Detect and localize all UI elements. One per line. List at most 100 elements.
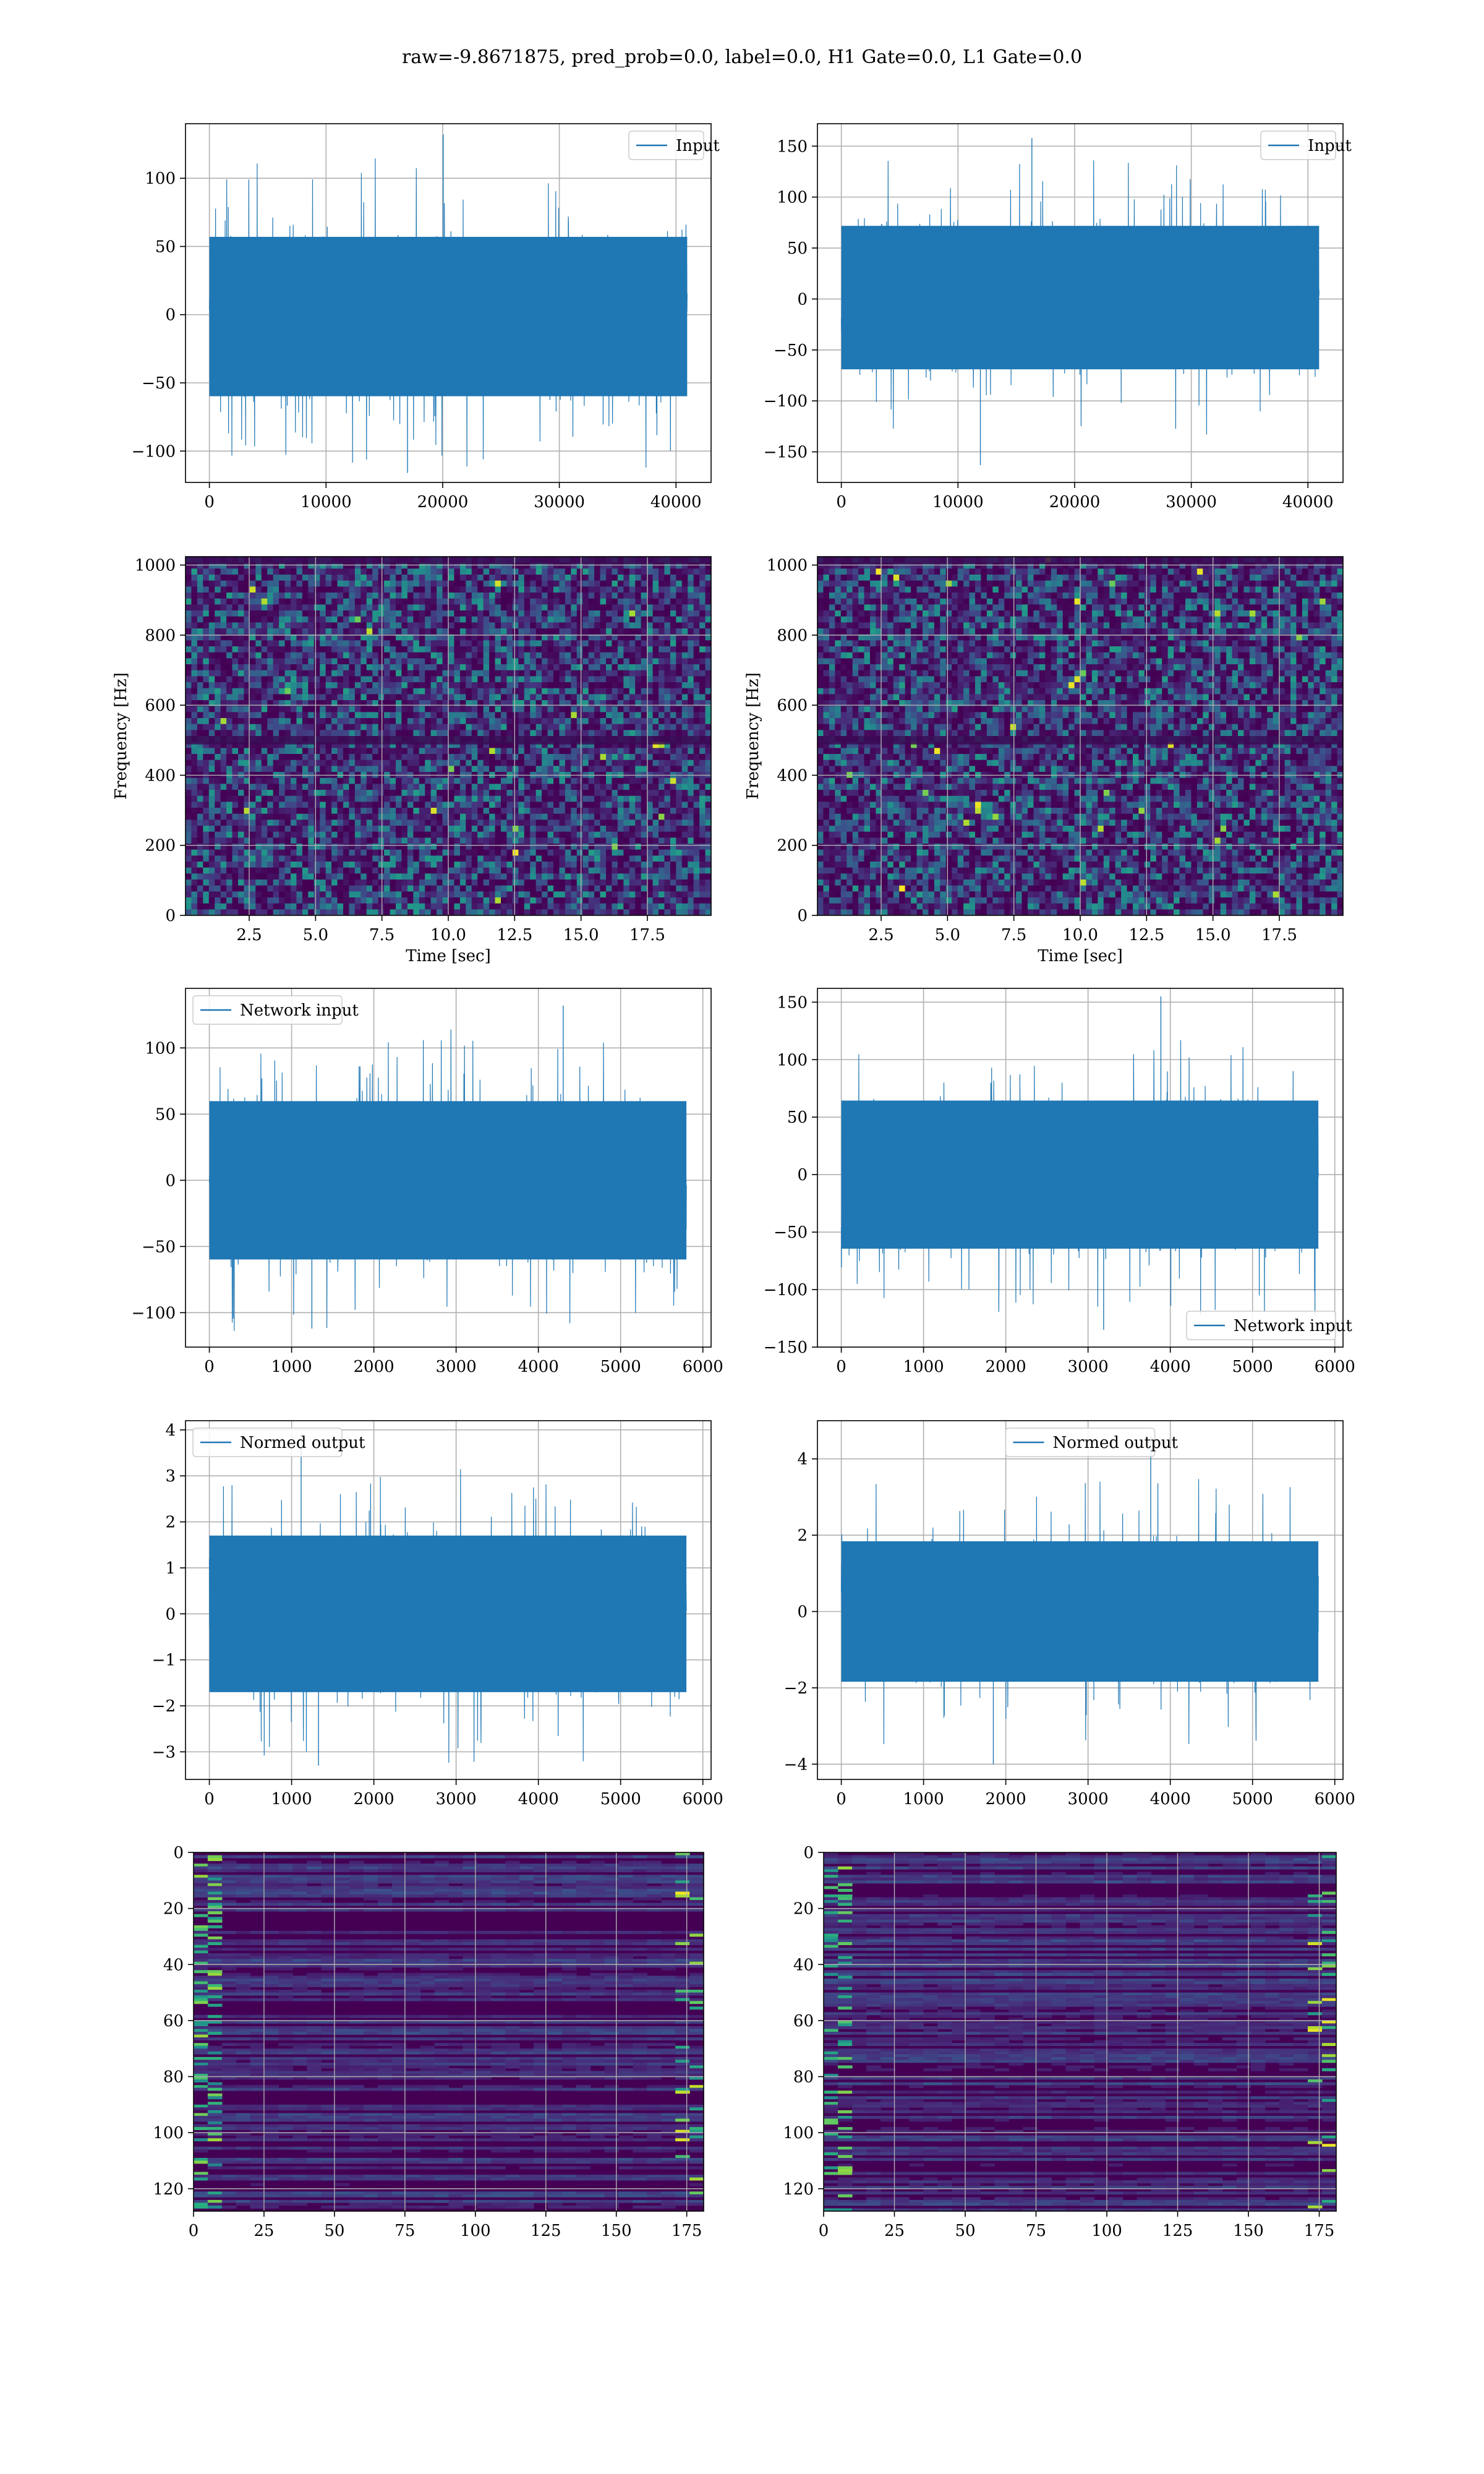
heatmap-cell xyxy=(203,652,210,659)
heatmap-cell xyxy=(576,855,583,862)
heatmap-cell xyxy=(261,903,268,910)
heatmap-cell xyxy=(238,790,245,797)
heatmap-cell xyxy=(320,622,326,629)
heatmap-cell xyxy=(396,873,403,880)
heatmap-cell xyxy=(612,784,618,790)
heatmap-cell xyxy=(208,885,215,892)
heatmap-cell xyxy=(606,706,613,713)
heatmap-cell xyxy=(600,664,607,671)
heatmap-cell xyxy=(208,849,215,856)
heatmap-cell xyxy=(249,909,256,915)
heatmap-cell xyxy=(477,795,484,802)
heatmap-cell xyxy=(186,700,192,707)
heatmap-cell xyxy=(576,795,583,802)
heatmap-cell xyxy=(459,748,466,755)
heatmap-cell xyxy=(378,568,385,575)
heatmap-cell xyxy=(337,795,344,802)
heatmap-cell xyxy=(512,724,519,730)
heatmap-cell xyxy=(208,867,215,874)
heatmap-cell xyxy=(349,706,356,713)
heatmap-cell xyxy=(547,616,554,623)
heatmap-cell xyxy=(313,849,320,856)
heatmap-cell xyxy=(512,813,519,820)
heatmap-cell xyxy=(349,826,356,833)
heatmap-cell xyxy=(553,646,560,653)
heatmap-cell xyxy=(448,742,455,748)
heatmap-cell xyxy=(641,700,647,707)
heatmap-cell xyxy=(302,795,309,802)
heatmap-cell xyxy=(430,676,437,683)
heatmap-cell xyxy=(255,575,262,581)
heatmap-cell xyxy=(302,670,309,677)
heatmap-cell xyxy=(390,873,396,880)
heatmap-cell xyxy=(425,849,432,856)
heatmap-cell xyxy=(284,760,291,766)
heatmap-cell xyxy=(641,568,647,575)
heatmap-cell xyxy=(337,575,344,581)
heatmap-cell xyxy=(197,790,203,797)
heatmap-cell xyxy=(647,813,654,820)
heatmap-cell xyxy=(343,646,350,653)
heatmap-cell xyxy=(547,748,554,755)
heatmap-cell xyxy=(349,837,356,844)
heatmap-cell xyxy=(220,826,227,833)
heatmap-cell xyxy=(419,575,425,581)
heatmap-cell xyxy=(354,903,361,910)
heatmap-cell xyxy=(442,820,449,826)
heatmap-cell xyxy=(186,808,192,815)
heatmap-cell xyxy=(559,784,566,790)
heatmap-cell xyxy=(191,777,198,784)
heatmap-cell xyxy=(354,754,361,761)
heatmap-cell xyxy=(600,873,607,880)
heatmap-cell xyxy=(354,598,361,605)
heatmap-cell xyxy=(641,885,647,892)
heatmap-cell xyxy=(565,700,571,707)
heatmap-cell xyxy=(325,849,332,856)
heatmap-cell xyxy=(518,742,525,748)
heatmap-cell xyxy=(372,766,379,773)
heatmap-cell xyxy=(471,718,478,725)
heatmap-cell xyxy=(354,748,361,755)
heatmap-cell xyxy=(524,795,531,802)
heatmap-cell xyxy=(600,784,607,790)
heatmap-cell xyxy=(576,575,583,581)
heatmap-cell xyxy=(623,837,630,844)
heatmap-cell xyxy=(360,748,367,755)
heatmap-cell xyxy=(635,795,642,802)
heatmap-cell xyxy=(483,903,490,910)
heatmap-cell xyxy=(448,646,455,653)
heatmap-cell xyxy=(343,808,350,815)
heatmap-cell xyxy=(366,867,373,874)
heatmap-cell xyxy=(337,885,344,892)
heatmap-cell xyxy=(617,604,624,611)
heatmap-cell xyxy=(612,610,618,617)
heatmap-cell xyxy=(489,802,496,808)
heatmap-cell xyxy=(249,754,256,761)
heatmap-cell xyxy=(617,880,624,886)
heatmap-cell xyxy=(512,867,519,874)
heatmap-cell xyxy=(442,622,449,629)
heatmap-cell xyxy=(459,712,466,719)
heatmap-cell xyxy=(471,676,478,683)
heatmap-cell xyxy=(659,622,665,629)
heatmap-cell xyxy=(308,777,315,784)
heatmap-cell xyxy=(612,670,618,677)
heatmap-cell xyxy=(343,604,350,611)
heatmap-cell xyxy=(535,880,542,886)
heatmap-cell xyxy=(337,604,344,611)
heatmap-cell xyxy=(542,628,548,635)
heatmap-cell xyxy=(559,688,566,695)
heatmap-cell xyxy=(296,712,303,719)
heatmap-cell xyxy=(238,813,245,820)
heatmap-cell xyxy=(354,849,361,856)
heatmap-cell xyxy=(547,634,554,641)
heatmap-cell xyxy=(378,712,385,719)
heatmap-cell xyxy=(401,897,408,904)
heatmap-cell xyxy=(576,712,583,719)
heatmap-cell xyxy=(518,790,525,797)
heatmap-cell xyxy=(360,640,367,647)
heatmap-cell xyxy=(249,873,256,880)
heatmap-cell xyxy=(641,790,647,797)
heatmap-cell xyxy=(547,730,554,737)
heatmap-cell xyxy=(448,676,455,683)
